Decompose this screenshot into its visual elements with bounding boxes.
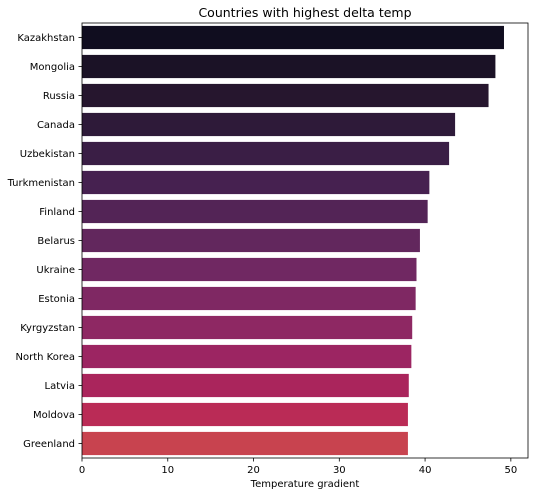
x-axis-ticks: 0 10 20 30 40 50 [79, 458, 517, 476]
y-tick-label: Estonia [38, 294, 75, 305]
y-tick-label: Kyrgyzstan [20, 323, 75, 334]
bar-latvia [82, 373, 409, 398]
bar-mongolia [82, 54, 496, 79]
chart-title: Countries with highest delta temp [198, 5, 411, 20]
y-axis-labels: Kazakhstan Mongolia Russia Canada Uzbekistan… [7, 33, 82, 450]
bar-moldova [82, 402, 408, 427]
bar-north-korea [82, 344, 412, 369]
y-tick-label: Mongolia [30, 62, 75, 73]
x-tick-label: 0 [79, 465, 85, 476]
bar-kazakhstan [82, 25, 504, 50]
bar-kyrgyzstan [82, 315, 413, 340]
x-tick-label: 30 [333, 465, 346, 476]
x-tick-label: 10 [161, 465, 174, 476]
x-axis-label: Temperature gradient [250, 479, 360, 490]
bar-uzbekistan [82, 141, 450, 166]
x-tick-label: 50 [504, 465, 517, 476]
bar-greenland [82, 431, 408, 456]
y-tick-label: Uzbekistan [20, 149, 75, 160]
y-tick-label: Canada [37, 120, 75, 131]
y-tick-label: Kazakhstan [17, 33, 75, 44]
y-tick-label: Moldova [33, 410, 75, 421]
plot-frame [81, 22, 529, 459]
bars-group [82, 25, 504, 456]
x-tick-label: 20 [247, 465, 260, 476]
bar-ukraine [82, 257, 417, 282]
y-tick-label: Latvia [45, 381, 75, 392]
bar-belarus [82, 228, 420, 253]
y-tick-label: Finland [39, 207, 75, 218]
y-tick-label: Greenland [23, 439, 75, 450]
x-tick-label: 40 [419, 465, 432, 476]
y-tick-label: North Korea [16, 352, 76, 363]
bar-russia [82, 83, 489, 108]
bar-turkmenistan [82, 170, 430, 195]
y-tick-label: Russia [43, 91, 75, 102]
y-tick-label: Turkmenistan [7, 178, 75, 189]
y-tick-label: Ukraine [36, 265, 75, 276]
bar-canada [82, 112, 456, 137]
bar-finland [82, 199, 428, 224]
bar-estonia [82, 286, 416, 311]
y-tick-label: Belarus [37, 236, 75, 247]
